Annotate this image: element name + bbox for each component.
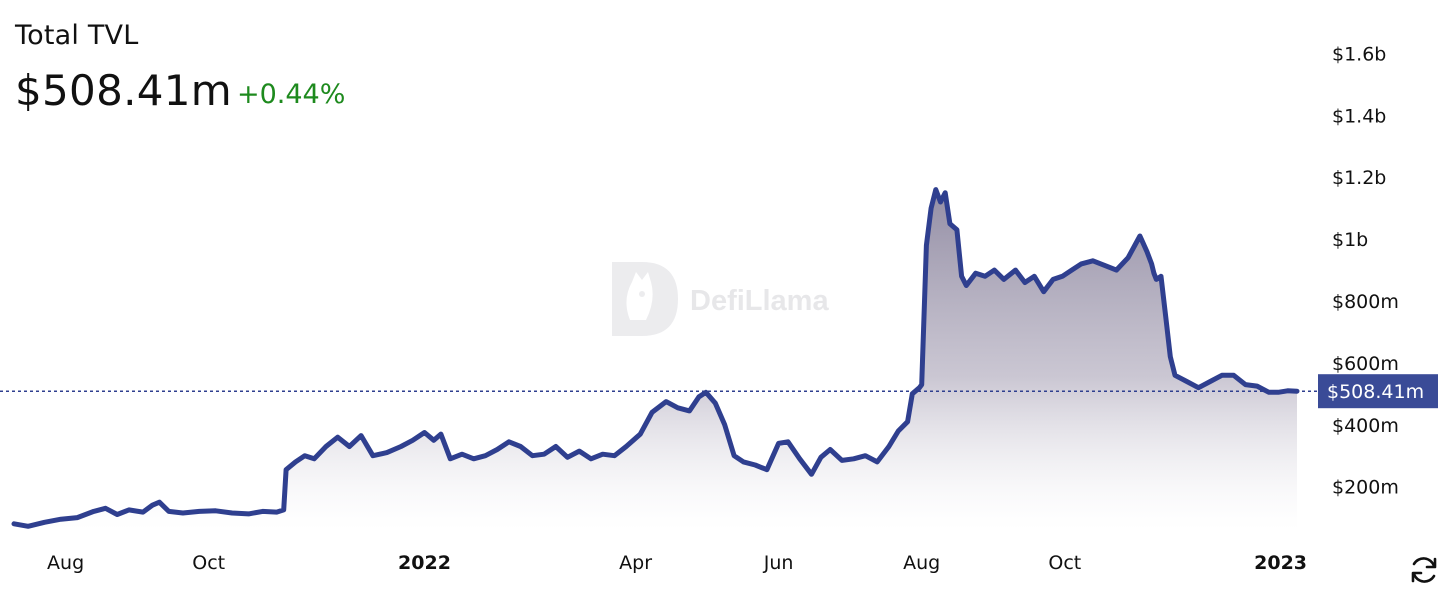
watermark-text: DefiLlama (690, 285, 829, 317)
x-tick-label: Jun (763, 552, 794, 574)
watermark: DefiLlama (612, 262, 829, 336)
defillama-logo-icon (612, 262, 678, 336)
y-tick-label: $1b (1332, 229, 1368, 251)
current-tvl-value: $508.41m (15, 66, 232, 115)
x-tick-label: Aug (903, 552, 940, 574)
x-tick-label: 2023 (1254, 552, 1307, 574)
tvl-series-line (11, 187, 1300, 529)
y-axis: $200m $400m $600m $800m $1b $1.2b $1.4b $1.6b (1332, 44, 1399, 499)
y-tick-label: $400m (1332, 415, 1399, 437)
chart-title: Total TVL (15, 20, 139, 51)
tvl-area-fill (14, 189, 1297, 531)
y-tick-label: $600m (1332, 353, 1399, 375)
x-tick-label: Aug (47, 552, 84, 574)
current-value-badge-bg (1318, 374, 1438, 409)
x-axis: Aug Oct 2022 Apr Jun Aug Oct 2023 (47, 552, 1307, 574)
x-tick-label: Oct (192, 552, 225, 574)
refresh-icon[interactable] (1407, 553, 1441, 587)
current-value-badge-label: $508.41m (1327, 381, 1424, 403)
current-value-badge: $508.41m (1318, 374, 1438, 409)
y-tick-label: $200m (1332, 477, 1399, 499)
y-tick-label: $1.6b (1332, 44, 1386, 66)
tvl-change-percent: +0.44% (237, 79, 346, 110)
y-tick-label: $1.4b (1332, 105, 1386, 127)
x-tick-label: Apr (619, 552, 652, 574)
x-tick-label: Oct (1048, 552, 1081, 574)
x-tick-label: 2022 (398, 552, 451, 574)
y-tick-label: $800m (1332, 291, 1399, 313)
y-tick-label: $1.2b (1332, 167, 1386, 189)
